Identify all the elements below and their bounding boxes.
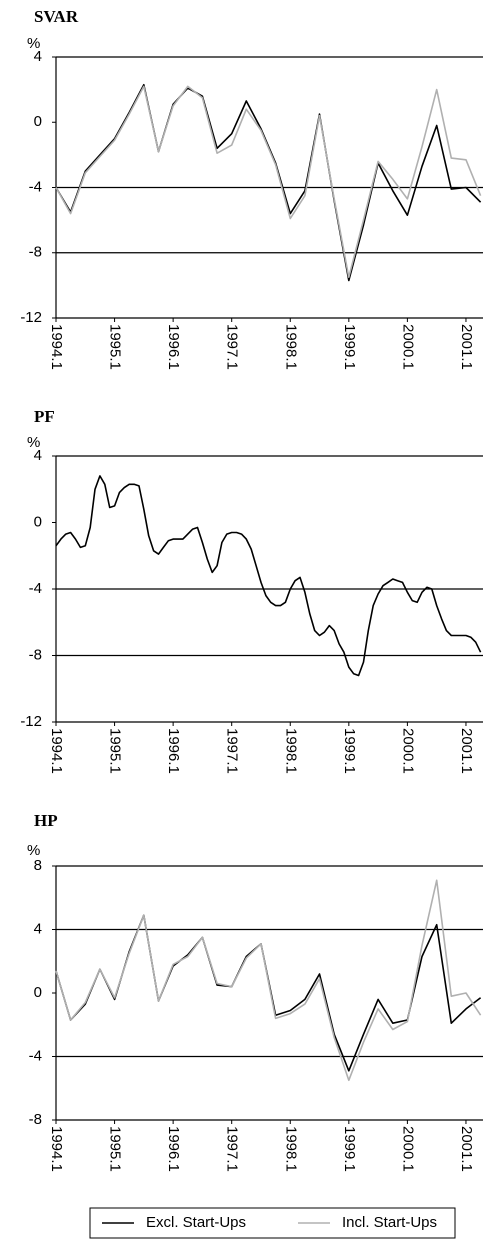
x-tick-label: 1997.1 [224, 728, 241, 774]
x-tick-label: 1998.1 [282, 728, 299, 774]
x-tick-label: 1996.1 [165, 324, 182, 370]
y-tick-label: 8 [34, 857, 42, 874]
y-tick-label: -4 [29, 580, 42, 597]
series-line [55, 83, 482, 282]
y-tick-label: -4 [29, 178, 42, 195]
y-tick-label: -8 [29, 1111, 42, 1128]
x-tick-label: 1995.1 [107, 1126, 124, 1172]
x-tick-label: 2001.1 [458, 324, 475, 370]
y-tick-label: 4 [34, 447, 42, 464]
y-axis-unit: % [27, 434, 40, 451]
y-axis-unit: % [27, 842, 40, 859]
x-tick-label: 1994.1 [48, 1126, 65, 1172]
x-tick-label: 1995.1 [107, 728, 124, 774]
legend-box [89, 1207, 456, 1239]
chart-title: HP [34, 811, 58, 830]
series-line [55, 85, 482, 278]
x-tick-label: 2001.1 [458, 728, 475, 774]
x-tick-label: 1998.1 [282, 1126, 299, 1172]
x-tick-label: 1997.1 [224, 1126, 241, 1172]
series-line [55, 914, 482, 1072]
legend-label: Excl. Start-Ups [146, 1214, 246, 1231]
y-axis-unit: % [27, 35, 40, 52]
y-tick-label: 4 [34, 48, 42, 65]
chart-title: SVAR [34, 7, 79, 26]
x-tick-label: 1996.1 [165, 1126, 182, 1172]
y-tick-label: -12 [20, 309, 42, 326]
x-tick-label: 2000.1 [399, 728, 416, 774]
series-line [55, 475, 482, 677]
x-tick-label: 1995.1 [107, 324, 124, 370]
x-tick-label: 1996.1 [165, 728, 182, 774]
y-tick-label: 0 [34, 513, 42, 530]
legend-label: Incl. Start-Ups [342, 1214, 437, 1231]
x-tick-label: 1999.1 [341, 728, 358, 774]
y-tick-label: 4 [34, 920, 42, 937]
y-tick-label: -8 [29, 646, 42, 663]
x-tick-label: 1999.1 [341, 1126, 358, 1172]
y-tick-label: -8 [29, 244, 42, 261]
y-tick-label: 0 [34, 984, 42, 1001]
x-tick-label: 2000.1 [399, 324, 416, 370]
x-tick-label: 1998.1 [282, 324, 299, 370]
y-tick-label: -4 [29, 1047, 42, 1064]
y-tick-label: -12 [20, 713, 42, 730]
x-tick-label: 1999.1 [341, 324, 358, 370]
series-line [55, 879, 482, 1082]
x-tick-label: 1994.1 [48, 324, 65, 370]
x-tick-label: 2001.1 [458, 1126, 475, 1172]
x-tick-label: 1997.1 [224, 324, 241, 370]
x-tick-label: 1994.1 [48, 728, 65, 774]
y-tick-label: 0 [34, 113, 42, 130]
chart-title: PF [34, 407, 55, 426]
x-tick-label: 2000.1 [399, 1126, 416, 1172]
